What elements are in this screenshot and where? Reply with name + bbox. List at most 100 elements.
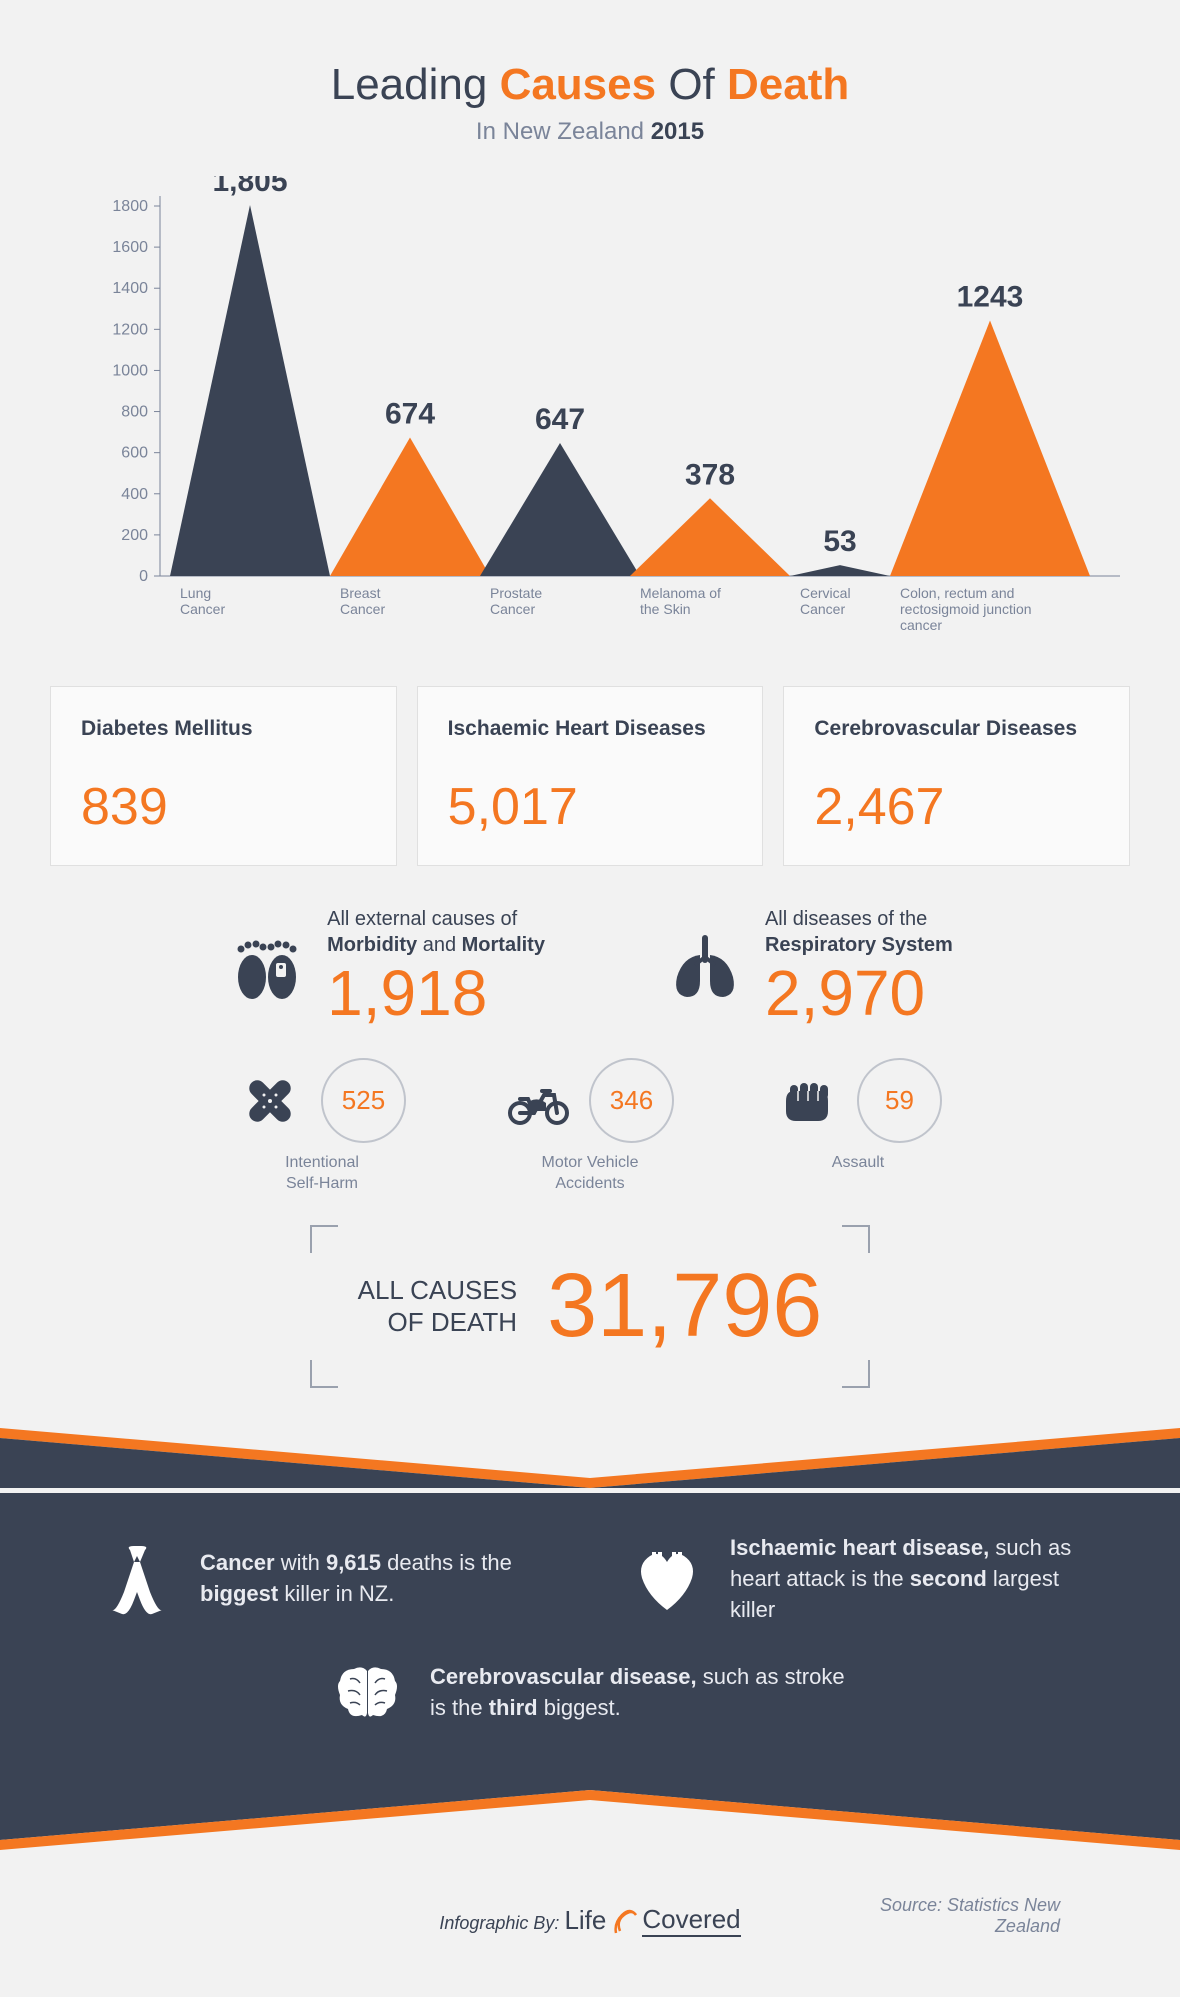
banner-item: Cancer with 9,615 deaths is the biggest … xyxy=(100,1533,550,1625)
total-label-2: OF DEATH xyxy=(388,1307,518,1337)
three-stat-label: Assault xyxy=(832,1153,884,1174)
svg-text:1000: 1000 xyxy=(112,362,148,379)
total-row: ALL CAUSES OF DEATH 31,796 xyxy=(50,1225,1130,1388)
cancer-chart: 0200400600800100012001400160018001,805Lu… xyxy=(50,176,1130,656)
logo-swirl-icon xyxy=(610,1905,638,1937)
two-stat-label: All external causes ofMorbidity and Mort… xyxy=(327,906,545,958)
footer-by: Infographic By: xyxy=(439,1913,559,1933)
heart-icon xyxy=(630,1542,705,1617)
three-stat-value: 525 xyxy=(321,1058,406,1143)
three-stats: 525 IntentionalSelf-Harm 346 Motor VehicleA… xyxy=(50,1058,1130,1195)
svg-text:Cancer: Cancer xyxy=(180,601,225,617)
stat-box-label: Ischaemic Heart Diseases xyxy=(448,715,733,769)
subtitle-year: 2015 xyxy=(651,118,704,145)
svg-text:Colon, rectum and: Colon, rectum and xyxy=(900,585,1014,601)
banner-wrapper: Cancer with 9,615 deaths is the biggest … xyxy=(0,1428,1180,1855)
stat-box-label: Diabetes Mellitus xyxy=(81,715,366,769)
stat-boxes: Diabetes Mellitus 839 Ischaemic Heart Dise… xyxy=(50,686,1130,866)
svg-text:200: 200 xyxy=(121,527,148,544)
three-stat-value: 346 xyxy=(589,1058,674,1143)
svg-text:Cancer: Cancer xyxy=(800,601,845,617)
three-stat-label: IntentionalSelf-Harm xyxy=(285,1153,359,1195)
svg-text:674: 674 xyxy=(385,397,435,430)
total-value: 31,796 xyxy=(547,1255,822,1358)
title-part-1: Leading xyxy=(331,60,500,109)
svg-text:1600: 1600 xyxy=(112,239,148,256)
chart-svg: 0200400600800100012001400160018001,805Lu… xyxy=(50,176,1130,656)
three-stat-value: 59 xyxy=(857,1058,942,1143)
banner-chevron-top xyxy=(0,1428,1180,1488)
footer-credit: Infographic By: Life Covered xyxy=(370,1904,810,1937)
banner: Cancer with 9,615 deaths is the biggest … xyxy=(0,1493,1180,1790)
two-stat: All external causes ofMorbidity and Mort… xyxy=(227,906,545,1028)
subtitle: In New Zealand 2015 xyxy=(0,118,1180,146)
svg-text:1800: 1800 xyxy=(112,198,148,215)
total-box: ALL CAUSES OF DEATH 31,796 xyxy=(50,1225,1130,1388)
lungs-icon xyxy=(665,927,745,1007)
corner-bl xyxy=(310,1360,338,1388)
subtitle-text: In New Zealand xyxy=(476,118,651,145)
svg-text:647: 647 xyxy=(535,403,585,436)
svg-text:378: 378 xyxy=(685,458,735,491)
header: Leading Causes Of Death In New Zealand 2… xyxy=(0,0,1180,176)
three-stat: 59 Assault xyxy=(774,1058,942,1195)
two-stat-value: 2,970 xyxy=(765,958,953,1028)
svg-text:Cancer: Cancer xyxy=(490,601,535,617)
stat-box-label: Cerebrovascular Diseases xyxy=(814,715,1099,769)
stat-box-value: 2,467 xyxy=(814,777,1099,837)
svg-text:Prostate: Prostate xyxy=(490,585,542,601)
stat-box: Cerebrovascular Diseases 2,467 xyxy=(783,686,1130,866)
svg-text:Melanoma of: Melanoma of xyxy=(640,585,721,601)
svg-text:800: 800 xyxy=(121,404,148,421)
title: Leading Causes Of Death xyxy=(0,60,1180,110)
stat-box: Diabetes Mellitus 839 xyxy=(50,686,397,866)
banner-item: Ischaemic heart disease, such as heart a… xyxy=(630,1533,1080,1625)
two-stat-value: 1,918 xyxy=(327,958,545,1028)
two-stat-text: All diseases of theRespiratory System2,9… xyxy=(765,906,953,1028)
banner-text: Cerebrovascular disease, such as stroke … xyxy=(430,1662,850,1724)
title-part-3: Of xyxy=(656,60,727,109)
two-stat: All diseases of theRespiratory System2,9… xyxy=(665,906,953,1028)
svg-text:the Skin: the Skin xyxy=(640,601,691,617)
svg-text:Breast: Breast xyxy=(340,585,381,601)
corner-tr xyxy=(842,1225,870,1253)
svg-text:1200: 1200 xyxy=(112,321,148,338)
motorcycle-icon xyxy=(506,1073,571,1128)
total-label-1: ALL CAUSES xyxy=(358,1275,517,1305)
footer: Infographic By: Life Covered Source: Sta… xyxy=(0,1855,1180,1937)
svg-text:1,805: 1,805 xyxy=(212,176,287,198)
logo-text-2: Covered xyxy=(642,1904,740,1937)
banner-row: Cancer with 9,615 deaths is the biggest … xyxy=(100,1533,1080,1625)
svg-text:0: 0 xyxy=(139,568,148,585)
svg-text:Cervical: Cervical xyxy=(800,585,851,601)
three-stat: 525 IntentionalSelf-Harm xyxy=(238,1058,406,1195)
banner-text: Cancer with 9,615 deaths is the biggest … xyxy=(200,1548,550,1610)
ribbon-icon xyxy=(100,1542,175,1617)
two-stat-label: All diseases of theRespiratory System xyxy=(765,906,953,958)
corner-br xyxy=(842,1360,870,1388)
feet-icon xyxy=(227,927,307,1007)
banner-item: Cerebrovascular disease, such as stroke … xyxy=(330,1655,850,1730)
title-accent-2: Death xyxy=(727,60,849,109)
banner-text: Ischaemic heart disease, such as heart a… xyxy=(730,1533,1080,1625)
title-accent-1: Causes xyxy=(500,60,657,109)
two-stat-text: All external causes ofMorbidity and Mort… xyxy=(327,906,545,1028)
stat-box: Ischaemic Heart Diseases 5,017 xyxy=(417,686,764,866)
svg-text:53: 53 xyxy=(823,525,856,558)
svg-text:400: 400 xyxy=(121,486,148,503)
svg-text:Cancer: Cancer xyxy=(340,601,385,617)
brain-icon xyxy=(330,1655,405,1730)
stat-box-value: 839 xyxy=(81,777,366,837)
total-label: ALL CAUSES OF DEATH xyxy=(358,1274,517,1339)
banner-chevron-bottom xyxy=(0,1790,1180,1850)
three-stat: 346 Motor VehicleAccidents xyxy=(506,1058,674,1195)
fist-icon xyxy=(774,1073,839,1128)
bandage-icon xyxy=(238,1073,303,1128)
svg-text:Lung: Lung xyxy=(180,585,211,601)
banner-center: Cerebrovascular disease, such as stroke … xyxy=(100,1655,1080,1730)
stat-box-value: 5,017 xyxy=(448,777,733,837)
footer-source: Source: Statistics New Zealand xyxy=(810,1895,1060,1937)
infographic-wrapper: Leading Causes Of Death In New Zealand 2… xyxy=(0,0,1180,1997)
svg-text:cancer: cancer xyxy=(900,617,942,633)
three-stat-label: Motor VehicleAccidents xyxy=(542,1153,639,1195)
